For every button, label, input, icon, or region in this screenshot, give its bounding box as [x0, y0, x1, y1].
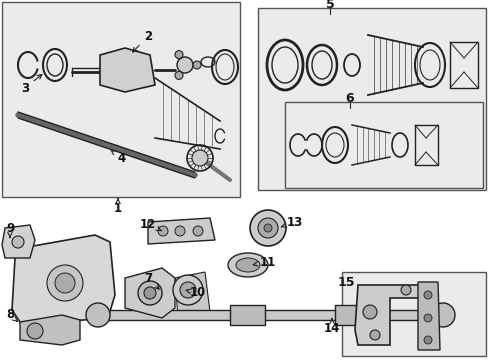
Circle shape: [370, 330, 380, 340]
Ellipse shape: [236, 258, 260, 272]
Circle shape: [180, 282, 196, 298]
Text: 9: 9: [6, 221, 14, 237]
Text: 6: 6: [345, 93, 354, 105]
Circle shape: [173, 275, 203, 305]
Circle shape: [177, 57, 193, 73]
Circle shape: [193, 226, 203, 236]
Text: 5: 5: [326, 0, 334, 10]
Circle shape: [175, 71, 183, 80]
Circle shape: [192, 150, 208, 166]
Circle shape: [424, 291, 432, 299]
Circle shape: [12, 236, 24, 248]
Circle shape: [158, 226, 168, 236]
Circle shape: [431, 303, 455, 327]
Bar: [2, 2, 240, 197]
Text: 7: 7: [144, 271, 159, 289]
Circle shape: [258, 218, 278, 238]
Circle shape: [363, 305, 377, 319]
Bar: [342, 272, 486, 356]
Polygon shape: [148, 218, 215, 244]
Text: 10: 10: [186, 287, 206, 300]
Text: 11: 11: [253, 256, 276, 269]
Text: 2: 2: [133, 30, 152, 52]
Text: 14: 14: [324, 319, 340, 334]
Circle shape: [193, 61, 201, 69]
Circle shape: [250, 210, 286, 246]
Circle shape: [138, 281, 162, 305]
Ellipse shape: [228, 253, 268, 277]
Bar: [230, 305, 265, 325]
Polygon shape: [12, 235, 115, 325]
Bar: [285, 102, 483, 188]
Text: 12: 12: [140, 217, 162, 231]
Circle shape: [55, 273, 75, 293]
Polygon shape: [355, 285, 422, 345]
Text: 15: 15: [337, 275, 355, 288]
Polygon shape: [125, 268, 175, 318]
Circle shape: [27, 323, 43, 339]
Bar: [335, 305, 370, 325]
Bar: [95, 310, 445, 320]
Text: 8: 8: [6, 309, 17, 321]
Circle shape: [175, 226, 185, 236]
Polygon shape: [20, 315, 80, 345]
Circle shape: [424, 314, 432, 322]
Circle shape: [47, 265, 83, 301]
Polygon shape: [418, 282, 440, 350]
Circle shape: [424, 336, 432, 344]
Polygon shape: [2, 225, 35, 258]
Circle shape: [144, 287, 156, 299]
Circle shape: [86, 303, 110, 327]
Text: 4: 4: [111, 150, 126, 165]
Bar: [258, 8, 486, 190]
Circle shape: [264, 224, 272, 232]
Circle shape: [401, 285, 411, 295]
Circle shape: [175, 51, 183, 59]
Text: 1: 1: [114, 199, 122, 215]
Polygon shape: [175, 272, 210, 318]
Text: 13: 13: [281, 216, 303, 229]
Text: 3: 3: [21, 75, 42, 94]
Polygon shape: [100, 48, 155, 92]
